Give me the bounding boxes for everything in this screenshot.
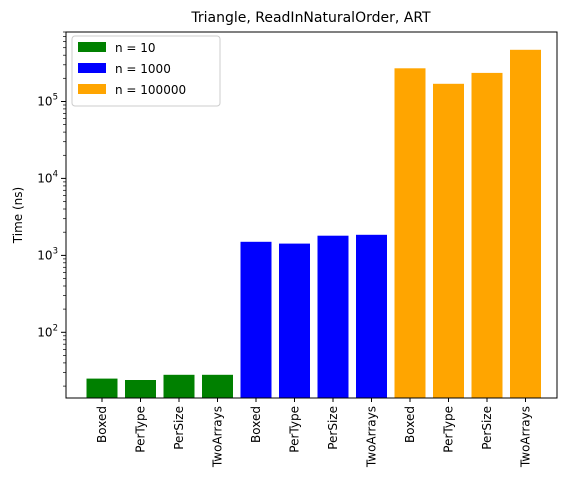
bar-2-pertype [279, 243, 310, 398]
bar-3-pertype [433, 83, 464, 399]
bar-2-twoarrays [356, 234, 387, 398]
bar-3-twoarrays [510, 49, 541, 399]
bar-1-pertype [125, 380, 156, 398]
legend-swatch [78, 63, 106, 73]
y-tick-label: 105 [37, 93, 58, 109]
legend-swatch [78, 84, 106, 94]
y-axis-ticks: 102 103 104 105 [37, 31, 66, 387]
x-tick-label: TwoArrays [211, 406, 225, 468]
x-tick-label: PerType [288, 406, 302, 453]
bar-1-boxed [86, 378, 118, 398]
bars-group [86, 49, 541, 399]
x-tick-label: PerSize [172, 406, 186, 450]
x-tick-label: PerSize [326, 406, 340, 450]
legend-label: n = 100000 [115, 83, 186, 97]
x-tick-label: Boxed [95, 406, 109, 443]
y-axis-label: Time (ns) [11, 187, 25, 244]
y-tick-label: 104 [37, 169, 58, 185]
x-tick-label: PerType [442, 406, 456, 453]
bar-3-persize [471, 72, 503, 399]
x-axis-ticks: Boxed PerType PerSize TwoArrays Boxed PerType… [95, 398, 533, 468]
chart-title: Triangle, ReadInNaturalOrder, ART [190, 10, 431, 26]
bar-1-persize [163, 374, 195, 398]
x-tick-label: TwoArrays [519, 406, 533, 468]
plot-frame [65, 31, 558, 399]
bar-1-twoarrays [202, 374, 233, 398]
x-tick-label: TwoArrays [365, 406, 379, 468]
bar-2-persize [317, 235, 349, 398]
x-tick-label: PerSize [480, 406, 494, 450]
x-tick-label: Boxed [249, 406, 263, 443]
legend-swatch [78, 42, 106, 52]
bar-2-boxed [240, 241, 272, 398]
legend-label: n = 1000 [115, 62, 171, 76]
x-tick-label: PerType [134, 406, 148, 453]
bar-3-boxed [394, 68, 426, 399]
y-tick-label: 103 [37, 246, 58, 262]
legend: n = 10 n = 1000 n = 100000 [71, 35, 221, 107]
y-tick-label: 102 [37, 323, 58, 339]
x-tick-label: Boxed [403, 406, 417, 443]
legend-label: n = 10 [115, 41, 156, 55]
legend-box [71, 35, 221, 107]
